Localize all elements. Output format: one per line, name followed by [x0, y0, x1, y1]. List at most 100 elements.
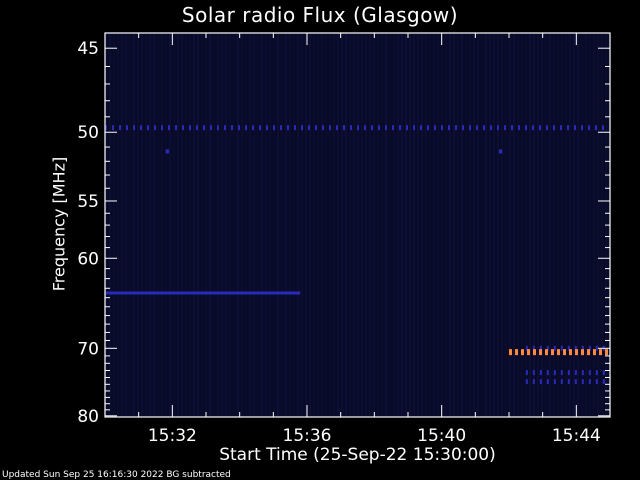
- emission-pixel: [567, 125, 569, 131]
- emission-pixel: [602, 125, 604, 131]
- y-axis: 45 50 55 60 70 80: [77, 39, 610, 427]
- noise-stripe: [473, 33, 475, 417]
- x-tick-label: 15:32: [148, 426, 197, 446]
- noise-stripe: [513, 33, 515, 417]
- noise-stripe: [501, 33, 503, 417]
- noise-stripe: [365, 33, 367, 417]
- noise-stripe: [529, 33, 531, 417]
- emission-pixel: [588, 125, 590, 131]
- emission-pixel: [595, 345, 598, 351]
- emission-pixel: [147, 125, 149, 131]
- emission-pixel: [532, 379, 535, 385]
- noise-stripe: [157, 33, 159, 417]
- noise-stripe: [305, 33, 307, 417]
- plot-area: [105, 33, 610, 417]
- noise-stripe: [269, 33, 271, 417]
- emission-pixel: [462, 125, 464, 131]
- noise-stripe: [341, 33, 343, 417]
- noise-stripe: [297, 33, 299, 417]
- emission-pixel: [175, 125, 177, 131]
- emission-pixel: [245, 125, 247, 131]
- noise-stripe: [141, 33, 143, 417]
- emission-pixel: [587, 349, 590, 356]
- emission-pixel: [476, 125, 478, 131]
- noise-stripe: [521, 33, 523, 417]
- emission-pixel: [581, 345, 584, 351]
- noise-stripe: [477, 33, 479, 417]
- emission-pixel: [581, 125, 583, 131]
- noise-stripe: [313, 33, 315, 417]
- noise-stripe: [509, 33, 511, 417]
- noise-stripe: [589, 33, 591, 417]
- emission-pixel: [553, 370, 556, 376]
- noise-stripe: [317, 33, 319, 417]
- noise-stripe: [393, 33, 395, 417]
- noise-stripe: [425, 33, 427, 417]
- noise-stripe: [229, 33, 231, 417]
- emission-pixel: [504, 125, 506, 131]
- emission-pixel: [539, 379, 542, 385]
- noise-stripe: [377, 33, 379, 417]
- noise-stripe: [561, 33, 563, 417]
- noise-stripe: [181, 33, 183, 417]
- emission-pixel: [546, 379, 549, 385]
- emission-pixel: [350, 125, 352, 131]
- emission-pixel: [280, 125, 282, 131]
- noise-stripe: [253, 33, 255, 417]
- emission-pixel: [525, 345, 528, 351]
- noise-stripe: [145, 33, 147, 417]
- noise-stripe: [237, 33, 239, 417]
- noise-stripe: [381, 33, 383, 417]
- emission-feature: [105, 291, 301, 295]
- emission-pixel: [231, 125, 233, 131]
- emission-pixel: [588, 379, 591, 385]
- emission-pixel: [448, 125, 450, 131]
- emission-pixel: [182, 125, 184, 131]
- noise-stripe: [173, 33, 175, 417]
- noise-stripe: [585, 33, 587, 417]
- x-axis: 15:32 15:36 15:40 15:44: [104, 33, 611, 446]
- noise-stripe: [117, 33, 119, 417]
- emission-pixel: [252, 125, 254, 131]
- emission-feature: [525, 379, 605, 385]
- noise-stripe: [357, 33, 359, 417]
- noise-stripe: [321, 33, 323, 417]
- emission-pixel: [469, 125, 471, 131]
- emission-pixel: [574, 370, 577, 376]
- x-tick-label: 15:44: [552, 426, 601, 446]
- noise-stripe: [553, 33, 555, 417]
- noise-stripe: [233, 33, 235, 417]
- emission-pixel: [593, 349, 596, 356]
- noise-stripe: [133, 33, 135, 417]
- emission-pixel: [602, 379, 605, 385]
- emission-pixel: [511, 125, 513, 131]
- emission-feature: [525, 370, 605, 376]
- x-tick-label: 15:36: [283, 426, 332, 446]
- x-tick-label: 15:40: [417, 426, 466, 446]
- emission-pixel: [595, 370, 598, 376]
- noise-stripe: [205, 33, 207, 417]
- emission-feature: [105, 125, 604, 131]
- emission-feature: [165, 149, 169, 154]
- emission-pixel: [385, 125, 387, 131]
- noise-stripe: [345, 33, 347, 417]
- emission-pixel: [196, 125, 198, 131]
- noise-stripe: [289, 33, 291, 417]
- emission-pixel: [427, 125, 429, 131]
- emission-pixel: [357, 125, 359, 131]
- emission-pixel: [546, 370, 549, 376]
- noise-stripe: [209, 33, 211, 417]
- emission-pixel: [189, 125, 191, 131]
- noise-stripe: [221, 33, 223, 417]
- emission-pixel: [532, 125, 534, 131]
- noise-stripe: [413, 33, 415, 417]
- emission-pixel: [546, 345, 549, 351]
- noise-stripe: [445, 33, 447, 417]
- background-noise-texture: [105, 33, 611, 417]
- emission-pixel: [595, 379, 598, 385]
- noise-stripe: [249, 33, 251, 417]
- emission-feature: [509, 349, 608, 356]
- emission-pixel: [581, 349, 584, 356]
- noise-stripe: [361, 33, 363, 417]
- noise-stripe: [137, 33, 139, 417]
